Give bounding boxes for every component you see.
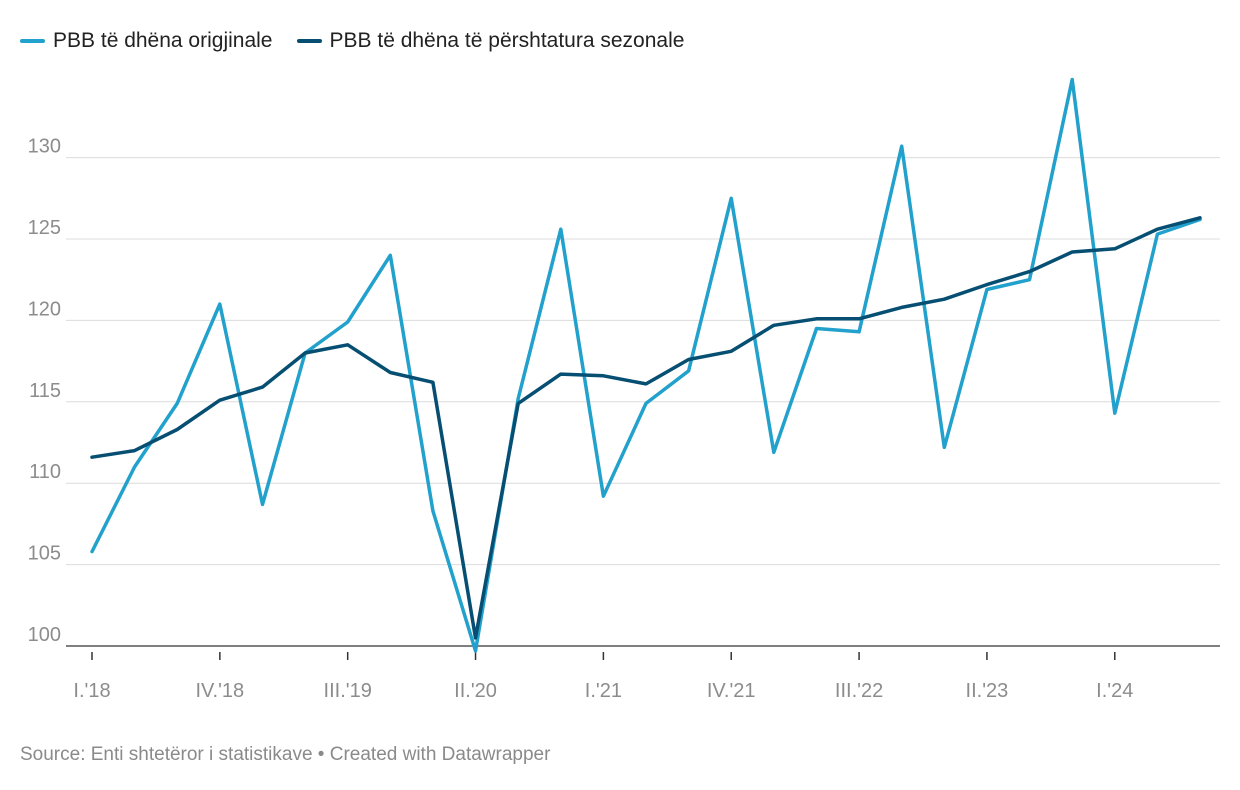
legend-item-original: PBB të dhëna origjinale — [20, 29, 273, 53]
x-axis-ticks: I.'18 IV.'18 III.'19 II.'20 I.'21 IV.'21 III.'… — [73, 652, 1133, 702]
x-tick-label: I.'18 — [73, 680, 110, 702]
x-tick-label: IV.'21 — [707, 680, 756, 702]
legend-label-original: PBB të dhëna origjinale — [53, 29, 273, 52]
x-tick-label: I.'24 — [1096, 680, 1133, 702]
series-lines — [90, 77, 1202, 653]
x-tick-label: III.'22 — [835, 680, 883, 702]
source-note: Source: Enti shtetëror i statistikave — [20, 744, 313, 765]
x-tick-label: III.'19 — [324, 680, 372, 702]
series-line-original — [90, 77, 1202, 653]
x-tick-label: I.'21 — [585, 680, 622, 702]
legend-swatch-seasonal — [296, 39, 322, 43]
y-tick-label: 110 — [29, 461, 61, 483]
footer: Source: Enti shtetëror i statistikave • … — [20, 744, 550, 766]
footer-separator: • — [317, 744, 325, 765]
legend-swatch-original — [20, 39, 45, 43]
x-tick-label: IV.'18 — [196, 680, 245, 702]
credit-note: Created with Datawrapper — [329, 744, 551, 765]
y-tick-label: 120 — [28, 298, 61, 320]
y-tick-label: 130 — [28, 136, 61, 158]
y-tick-label: 105 — [28, 543, 61, 565]
legend: PBB të dhëna origjinale PBB të dhëna të … — [20, 26, 684, 56]
x-tick-label: II.'20 — [454, 680, 497, 702]
y-axis-tick-labels: 100 105 110 115 120 125 130 — [28, 136, 61, 646]
legend-item-seasonal: PBB të dhëna të përshtatura sezonale — [296, 29, 685, 53]
y-tick-label: 115 — [29, 380, 61, 402]
x-tick-label: II.'23 — [966, 680, 1009, 702]
legend-label-seasonal: PBB të dhëna të përshtatura sezonale — [329, 29, 685, 52]
y-tick-label: 100 — [28, 624, 61, 646]
y-tick-label: 125 — [28, 217, 61, 239]
series-line-seasonally-adjusted — [90, 216, 1202, 640]
